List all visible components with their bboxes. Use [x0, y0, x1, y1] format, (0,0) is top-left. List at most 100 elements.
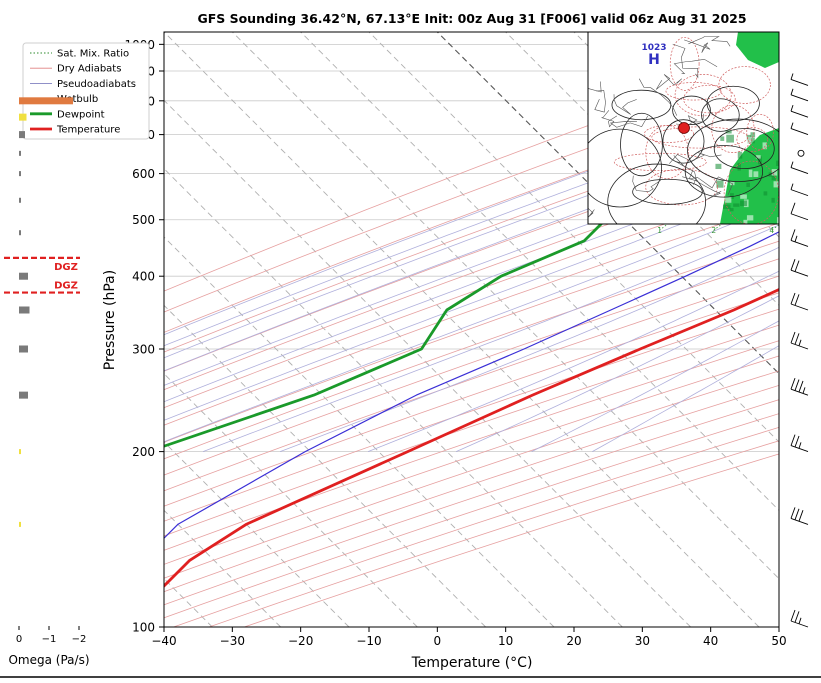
barb-staff — [791, 190, 808, 196]
y-tick-label: 600 — [132, 167, 155, 181]
barb-flag — [795, 261, 799, 272]
barb-half-flag — [791, 89, 793, 95]
calm-marker — [798, 150, 804, 156]
mixing-ratio-label: 6 — [805, 226, 810, 235]
barb-staff — [791, 111, 808, 117]
precip-cell — [733, 203, 739, 206]
barb-flag — [791, 507, 795, 518]
y-tick-label: 200 — [132, 445, 155, 459]
precip-cell — [715, 164, 721, 169]
omega-bar — [19, 230, 21, 235]
precip-cell — [777, 217, 784, 224]
precip-cell — [746, 183, 750, 187]
y-tick-label: 300 — [132, 343, 155, 357]
barb-flag — [791, 435, 795, 446]
legend-label: Temperature — [56, 125, 120, 136]
legend-label: Pseudoadiabats — [57, 79, 136, 90]
precip-cell — [771, 198, 774, 203]
barb-half-flag — [791, 123, 793, 129]
legend-label: Dry Adiabats — [57, 64, 121, 75]
y-tick-label: 400 — [132, 270, 155, 284]
precip-cell — [720, 136, 724, 141]
mixing-ratio-label: 2 — [711, 226, 716, 235]
precip-cell — [726, 135, 734, 143]
wind-barb — [791, 162, 808, 174]
x-axis-label: Temperature (°C) — [411, 655, 533, 671]
wind-barb — [791, 105, 808, 117]
barb-staff — [791, 214, 808, 220]
precip-cell — [747, 215, 753, 220]
omega-bar — [19, 151, 21, 156]
barb-staff — [791, 270, 808, 276]
barb-half-flag — [799, 442, 801, 448]
wind-barb — [791, 293, 808, 310]
chart-title: GFS Sounding 36.42°N, 67.13°E Init: 00z … — [197, 11, 746, 26]
omega-bar — [19, 449, 21, 454]
wind-barb — [791, 123, 808, 135]
omega-bar — [19, 114, 27, 121]
barb-flag — [791, 610, 795, 621]
wind-barb — [798, 150, 804, 156]
barb-staff — [791, 95, 808, 101]
high-pressure-marker: H — [648, 52, 660, 68]
barb-staff — [791, 129, 808, 135]
x-tick-label: 30 — [635, 634, 650, 648]
x-tick-label: 50 — [771, 634, 786, 648]
barb-flag — [799, 510, 803, 521]
legend-label: Sat. Mix. Ratio — [57, 49, 129, 60]
barb-flag — [795, 333, 799, 344]
barb-staff — [791, 79, 808, 85]
mixing-ratio-label: 1 — [657, 226, 662, 235]
barb-flag — [795, 611, 799, 622]
dgz-label: DGZ — [54, 262, 78, 273]
barb-half-flag — [791, 162, 793, 168]
omega-tick-label: −1 — [42, 634, 57, 645]
wind-barb — [791, 89, 808, 101]
x-tick-label: −10 — [356, 634, 381, 648]
omega-bar — [19, 273, 28, 280]
barb-flag — [791, 332, 795, 343]
x-tick-label: 20 — [566, 634, 581, 648]
precip-cell — [778, 173, 785, 179]
barb-flag — [795, 436, 799, 447]
omega-bar — [19, 392, 28, 399]
y-tick-label: 100 — [132, 621, 155, 635]
x-tick-label: 0 — [434, 634, 442, 648]
barb-staff — [791, 304, 808, 310]
omega-bar — [19, 198, 21, 203]
omega-bar — [19, 131, 25, 138]
barb-flag — [795, 509, 799, 520]
barb-flag — [795, 294, 799, 305]
precip-cell — [743, 137, 751, 143]
x-tick-label: 40 — [703, 634, 718, 648]
barb-half-flag — [795, 236, 797, 242]
y-tick-label: 500 — [132, 213, 155, 227]
barb-half-flag — [791, 73, 793, 79]
wind-barb — [791, 229, 808, 246]
omega-bar — [19, 522, 21, 527]
location-marker — [679, 123, 690, 134]
barb-flag — [791, 378, 795, 389]
legend: Sat. Mix. Ratio Dry Adiabats Pseudoadiabat… — [23, 43, 149, 139]
precip-cell — [753, 171, 758, 177]
wind-barb — [791, 507, 808, 524]
barb-flag — [791, 203, 795, 214]
omega-bar — [19, 306, 30, 313]
barb-staff — [791, 240, 808, 246]
omega-bar — [19, 346, 28, 353]
mixing-ratio-label: 4 — [769, 226, 774, 235]
legend-label: Dewpoint — [57, 109, 105, 120]
wind-barb — [791, 610, 808, 627]
barb-flag — [791, 259, 795, 270]
omega-tick-label: −2 — [72, 634, 87, 645]
x-tick-label: −20 — [288, 634, 313, 648]
wind-barb — [791, 259, 808, 276]
x-tick-label: −40 — [151, 634, 176, 648]
precip-cell — [740, 194, 747, 198]
x-tick-label: −30 — [220, 634, 245, 648]
omega-bar — [19, 97, 73, 104]
